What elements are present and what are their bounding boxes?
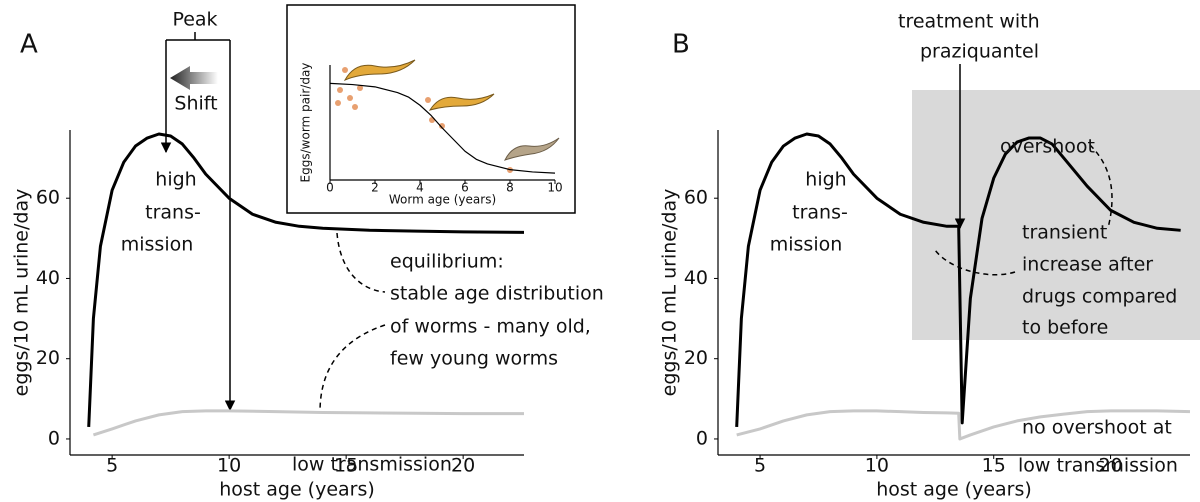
x-tick-label: 5 (754, 455, 766, 477)
line-series (736, 409, 1191, 441)
y-tick-label: 40 (36, 267, 60, 289)
annotation: mission (770, 234, 843, 256)
annotation: drugs compared (1022, 286, 1177, 308)
x-tick-label: 8 (506, 181, 514, 195)
y-tick-label: 20 (36, 347, 60, 369)
annotation: low transmission (292, 454, 452, 476)
annotation: Shift (174, 93, 217, 115)
x-tick-label: 10 (547, 181, 562, 195)
annotation: increase after (1022, 254, 1153, 276)
y-tick-label: 40 (684, 267, 708, 289)
x-tick-label: 2 (371, 181, 379, 195)
x-tick-label: 10 (865, 455, 889, 477)
line-series (329, 82, 556, 174)
shift-arrow (170, 66, 218, 90)
x-tick-label: 15 (982, 455, 1006, 477)
line-series (92, 409, 524, 437)
x-tick-label: 4 (416, 181, 424, 195)
annotation: praziquantel (920, 41, 1039, 63)
y-tick-label: 0 (48, 427, 60, 449)
x-axis-label: host age (years) (876, 479, 1032, 501)
panel-label: B (672, 30, 690, 60)
annotation: equilibrium: (390, 251, 504, 273)
annotation: low transmission (1018, 455, 1178, 477)
x-axis-label: Worm age (years) (389, 193, 496, 207)
y-tick-label: 0 (696, 427, 708, 449)
worm-icons (335, 59, 560, 173)
annotation: trans- (145, 202, 201, 224)
x-tick-label: 0 (326, 181, 334, 195)
annotation: transient (1022, 222, 1107, 244)
annotation: trans- (792, 202, 848, 224)
annotation-arrows (160, 32, 1113, 413)
y-tick-label: 60 (684, 187, 708, 209)
y-axis-label: eggs/10 mL urine/day (659, 189, 681, 397)
annotation: high (155, 169, 196, 191)
panel-label: A (20, 30, 38, 60)
annotation: of worms - many old, (390, 316, 591, 338)
annotation: stable age distribution (390, 283, 604, 305)
line-series (87, 132, 525, 427)
annotation: Peak (172, 9, 217, 31)
y-tick-label: 60 (36, 187, 60, 209)
annotation: treatment with (898, 11, 1040, 33)
x-tick-label: 20 (1098, 455, 1122, 477)
y-axis-label: Eggs/worm pair/day (299, 63, 313, 183)
x-axis-label: host age (years) (219, 479, 375, 501)
annotation: mission (121, 234, 194, 256)
annotation: high (805, 169, 846, 191)
x-tick-label: 5 (106, 455, 118, 477)
x-tick-label: 6 (461, 181, 469, 195)
y-tick-label: 20 (684, 347, 708, 369)
annotation: few young worms (390, 348, 558, 370)
annotation: no overshoot at (1022, 417, 1172, 439)
annotation: overshoot (1000, 136, 1095, 158)
x-tick-label: 10 (217, 455, 241, 477)
line-series (735, 132, 1181, 427)
x-tick-label: 20 (451, 455, 475, 477)
y-axis-label: eggs/10 mL urine/day (11, 189, 33, 397)
annotation: to before (1022, 317, 1108, 339)
x-tick-label: 15 (334, 455, 358, 477)
